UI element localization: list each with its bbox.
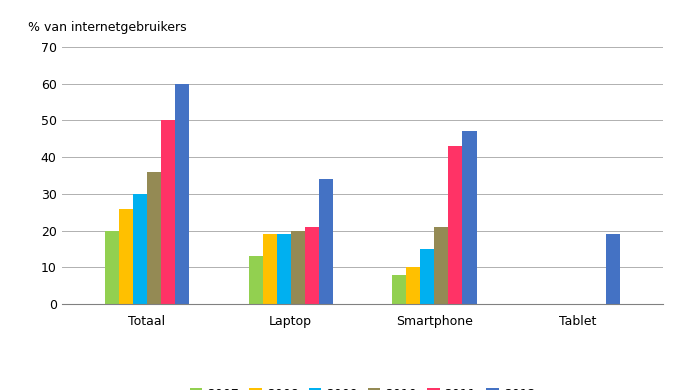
- Bar: [434, 227, 449, 304]
- Bar: [119, 209, 133, 304]
- Bar: [276, 234, 291, 304]
- Bar: [161, 121, 175, 304]
- Bar: [462, 131, 477, 304]
- Bar: [133, 194, 147, 304]
- Bar: [606, 234, 620, 304]
- Bar: [147, 172, 161, 304]
- Text: % van internetgebruikers: % van internetgebruikers: [29, 21, 187, 34]
- Legend: 2007, 2008, 2009, 2010, 2011, 2012: 2007, 2008, 2009, 2010, 2011, 2012: [185, 383, 540, 390]
- Bar: [319, 179, 333, 304]
- Bar: [449, 146, 462, 304]
- Bar: [421, 249, 434, 304]
- Bar: [406, 268, 421, 304]
- Bar: [105, 230, 119, 304]
- Bar: [263, 234, 276, 304]
- Bar: [304, 227, 319, 304]
- Bar: [175, 83, 189, 304]
- Bar: [392, 275, 406, 304]
- Bar: [248, 256, 263, 304]
- Bar: [291, 230, 304, 304]
